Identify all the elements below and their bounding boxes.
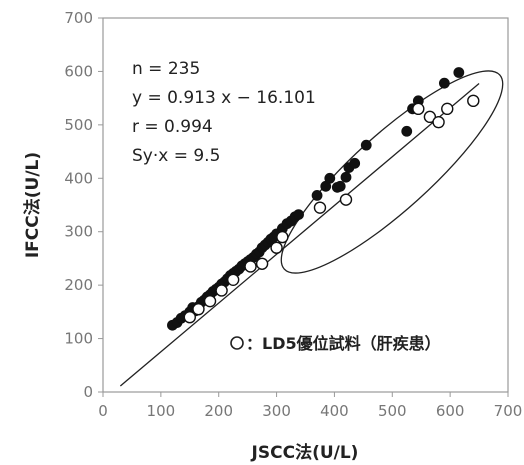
data-point-open [339, 193, 353, 206]
y-tick-label: 600 [64, 62, 93, 80]
x-tick-label: 300 [262, 402, 291, 420]
data-point-open [423, 110, 437, 124]
y-tick-label: 700 [64, 9, 93, 27]
data-point-filled [360, 139, 372, 151]
data-point-open [215, 284, 228, 297]
stat-r: r = 0.994 [132, 117, 213, 137]
x-tick-label: 100 [147, 402, 176, 420]
data-point-open [192, 302, 205, 316]
x-tick-label: 400 [320, 402, 349, 420]
stat-equation: y = 0.913 x − 16.101 [132, 88, 316, 108]
data-point-open [276, 230, 289, 244]
data-point-open [255, 257, 269, 270]
data-point-open [441, 102, 454, 116]
liver-disease-ellipse [280, 70, 504, 274]
data-point-filled [324, 172, 336, 184]
data-point-open [467, 94, 480, 108]
x-tick-label: 0 [98, 402, 108, 420]
data-point-filled [453, 67, 465, 78]
y-tick-label: 100 [64, 330, 93, 348]
x-axis-title: JSCC法(U/L) [251, 442, 359, 463]
y-tick-label: 0 [83, 383, 93, 401]
stat-n: n = 235 [132, 59, 200, 79]
legend-open-marker [230, 336, 244, 350]
x-tick-label: 200 [204, 402, 233, 420]
data-point-open [183, 311, 196, 324]
y-tick-label: 300 [64, 223, 93, 241]
data-point-filled [311, 189, 323, 201]
regression-line [119, 83, 480, 387]
y-tick-label: 200 [64, 276, 93, 294]
data-point-filled [349, 157, 361, 169]
plot-frame [102, 17, 509, 393]
points-group [167, 67, 480, 331]
x-tick-label: 500 [378, 402, 407, 420]
data-point-open [270, 241, 283, 254]
stat-syx: Sy·x = 9.5 [132, 146, 220, 166]
data-point-open [203, 294, 217, 308]
data-point-filled [438, 77, 450, 89]
data-point-open [244, 260, 257, 273]
tick-group: 0 100 200 300 400 500 600 700 0 100 200 300 400 500 60… [64, 9, 522, 420]
y-axis-title: IFCC法(U/L) [22, 152, 43, 258]
x-tick-label: 700 [494, 402, 523, 420]
legend-label: ：LD5優位試料（肝疾患） [246, 334, 441, 353]
y-tick-label: 400 [64, 169, 93, 187]
data-point-open [226, 273, 240, 286]
data-point-open [412, 102, 425, 116]
data-point-filled [401, 125, 413, 137]
x-tick-label: 600 [436, 402, 465, 420]
regression-line-group [119, 83, 480, 387]
data-point-open [313, 201, 327, 214]
data-point-filled [334, 180, 346, 192]
y-tick-label: 500 [64, 116, 93, 134]
data-point-open [432, 115, 445, 129]
data-point-filled [293, 209, 304, 221]
data-point-filled [340, 171, 352, 183]
